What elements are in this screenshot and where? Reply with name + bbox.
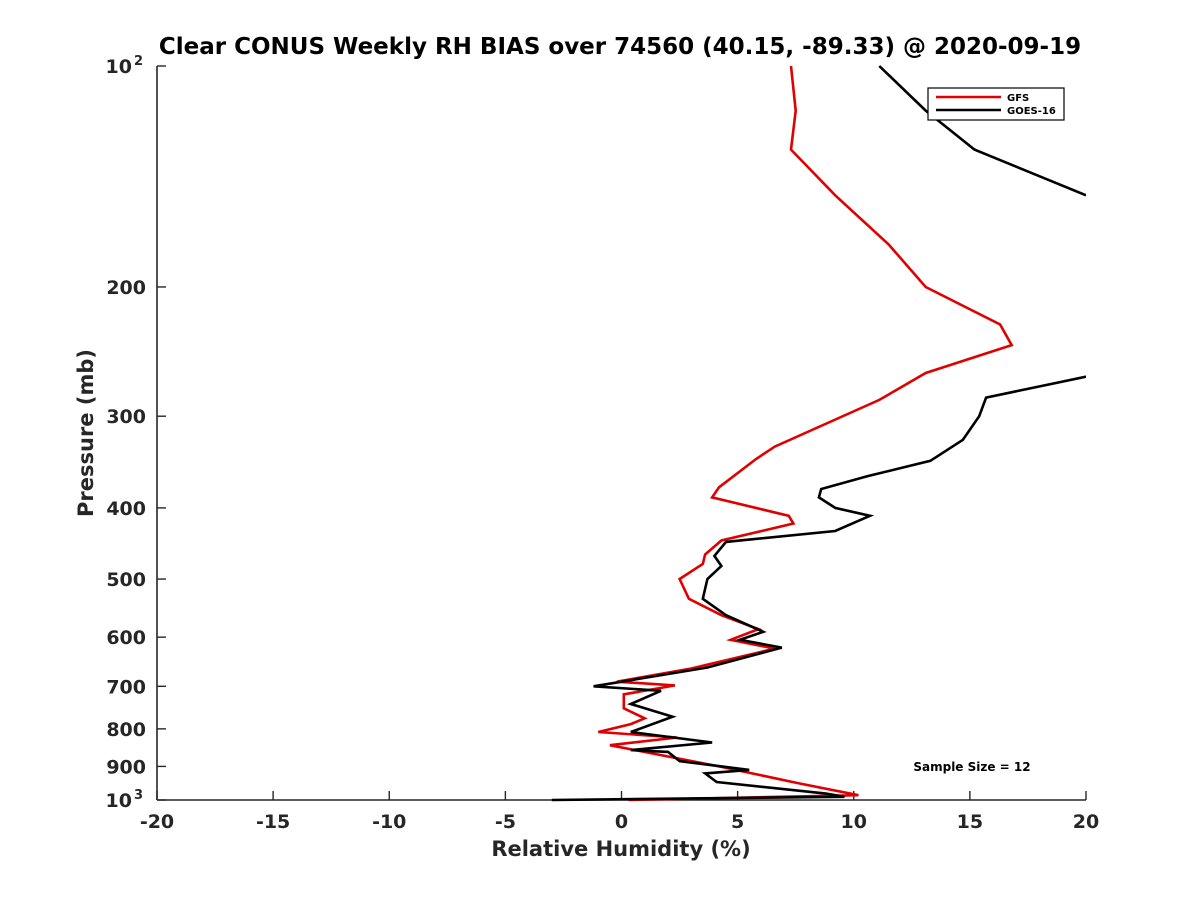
x-axis-label: Relative Humidity (%)	[491, 837, 750, 861]
chart-title: Clear CONUS Weekly RH BIAS over 74560 (4…	[159, 34, 1081, 60]
legend-box	[927, 87, 1065, 121]
y-tick-label: 600	[106, 627, 146, 649]
y-tick-label: 300	[106, 406, 146, 428]
x-tick-label: 20	[1073, 811, 1099, 833]
x-tick-label: 10	[841, 811, 867, 833]
legend-label: GOES-16	[1007, 106, 1056, 117]
legend-label: GFS	[1007, 93, 1029, 104]
series-layer	[551, 65, 1086, 802]
x-tick-label: -10	[372, 811, 406, 833]
y-tick-label: 200	[106, 277, 146, 299]
y-tick-exponent: 3	[134, 788, 143, 803]
plot-area	[157, 66, 1086, 800]
y-tick-label: 800	[106, 719, 146, 741]
sample-size-annotation: Sample Size = 12	[913, 760, 1030, 774]
y-tick-label: 700	[106, 676, 146, 698]
y-tick-label: 900	[106, 756, 146, 778]
x-tick-label: -20	[140, 811, 174, 833]
y-tick-exponent: 2	[134, 54, 143, 69]
x-tick-label: 15	[957, 811, 983, 833]
x-tick-label: -15	[256, 811, 290, 833]
y-axis-label: Pressure (mb)	[74, 349, 98, 517]
x-tick-label: 0	[615, 811, 628, 833]
series-line-gfs	[597, 65, 1014, 802]
x-tick-label: -5	[495, 811, 516, 833]
y-tick-label: 10	[106, 56, 132, 78]
series-line-goes-16	[551, 375, 1086, 802]
legend: GFS GOES-16	[927, 87, 1065, 121]
x-tick-label: 5	[731, 811, 744, 833]
y-tick-label: 400	[106, 498, 146, 520]
x-ticks: -20 -15 -10 -5 0 5 10 15 20	[140, 791, 1099, 833]
y-tick-label: 500	[106, 569, 146, 591]
y-tick-label: 10	[106, 790, 132, 812]
series-line-goes-16	[878, 65, 1086, 197]
